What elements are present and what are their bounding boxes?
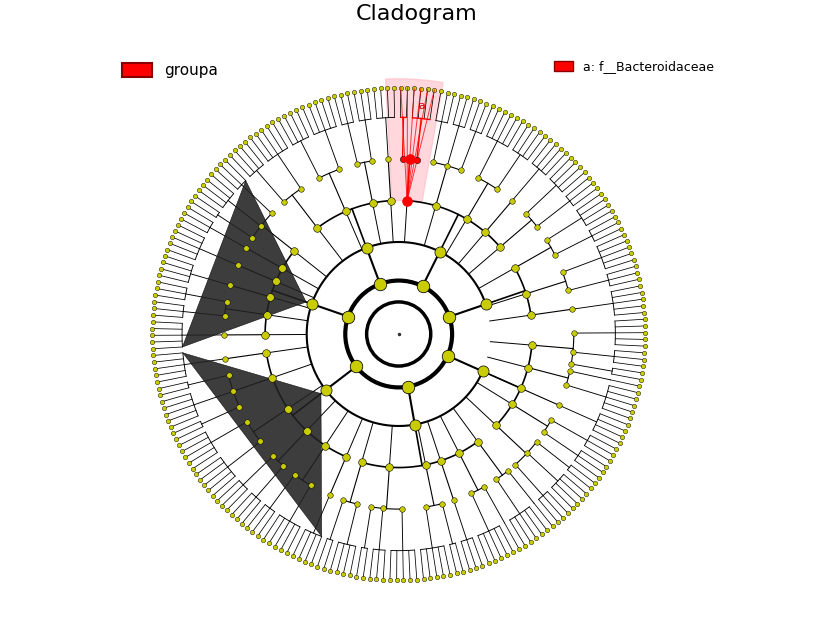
Text: a: a <box>418 101 425 111</box>
Polygon shape <box>182 181 307 347</box>
Title: Cladogram: Cladogram <box>356 4 477 24</box>
Polygon shape <box>386 79 443 203</box>
Legend: a: f__Bacteroidaceae: a: f__Bacteroidaceae <box>549 55 719 79</box>
Polygon shape <box>183 353 322 537</box>
